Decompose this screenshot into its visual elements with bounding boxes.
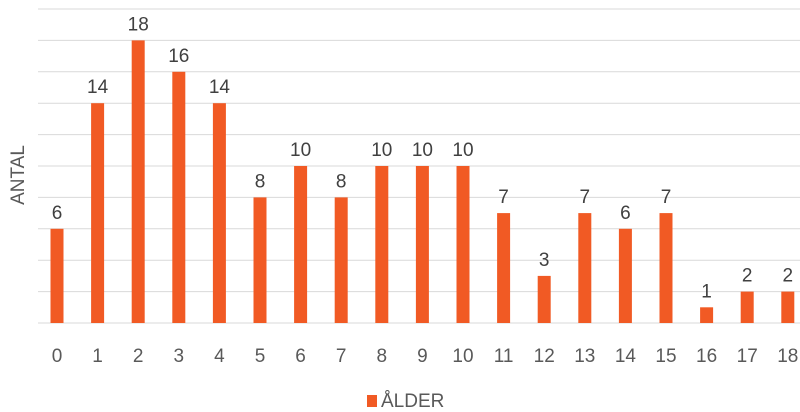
- x-tick-label: 3: [174, 346, 185, 367]
- bar: [375, 166, 389, 323]
- data-label: 8: [255, 171, 266, 192]
- data-label: 2: [742, 266, 753, 287]
- data-label: 6: [620, 203, 631, 224]
- data-label: 7: [498, 187, 509, 208]
- data-label: 16: [168, 46, 189, 67]
- legend-label: ÅLDER: [381, 391, 444, 412]
- bar: [294, 166, 308, 323]
- bar: [415, 166, 429, 323]
- y-axis-label: ANTAL: [8, 145, 29, 205]
- bar: [659, 213, 673, 323]
- x-axis-ticks: 0 1 2 3 4 5 6 7 8 9 10 11 12 13 14 15 16 17 18: [52, 346, 799, 367]
- x-tick-label: 4: [214, 346, 225, 367]
- data-label: 14: [209, 77, 231, 98]
- x-tick-label: 13: [574, 346, 595, 367]
- data-label: 10: [371, 140, 392, 161]
- x-tick-label: 6: [295, 346, 306, 367]
- data-label: 2: [783, 266, 794, 287]
- x-tick-label: 1: [92, 346, 103, 367]
- bar: [456, 166, 470, 323]
- x-tick-label: 15: [655, 346, 676, 367]
- bar: [50, 228, 64, 323]
- x-tick-label: 5: [255, 346, 266, 367]
- x-tick-label: 12: [534, 346, 555, 367]
- data-label: 10: [452, 140, 473, 161]
- legend-swatch: [367, 395, 377, 407]
- bar: [253, 197, 267, 323]
- x-tick-label: 11: [494, 346, 514, 367]
- bar: [618, 228, 632, 323]
- bar: [578, 213, 592, 323]
- x-tick-label: 9: [417, 346, 428, 367]
- bar: [497, 213, 511, 323]
- bar: [131, 40, 145, 324]
- data-label: 18: [128, 14, 149, 35]
- data-labels: 6 14 18 16 14 8 10 8 10 10 10 7 3 7 6 7 1 2 2: [52, 14, 793, 302]
- bar: [172, 71, 186, 323]
- bar: [740, 291, 754, 323]
- x-tick-label: 18: [777, 346, 798, 367]
- bar: [91, 103, 105, 323]
- x-tick-label: 8: [377, 346, 388, 367]
- data-label: 14: [87, 77, 109, 98]
- x-tick-label: 17: [737, 346, 758, 367]
- data-label: 6: [52, 203, 63, 224]
- x-tick-label: 14: [615, 346, 637, 367]
- x-tick-label: 0: [52, 346, 63, 367]
- x-tick-label: 2: [133, 346, 144, 367]
- bar: [700, 307, 714, 323]
- data-label: 8: [336, 171, 347, 192]
- bar: [334, 197, 348, 323]
- data-label: 3: [539, 250, 550, 271]
- data-label: 7: [661, 187, 672, 208]
- bar: [537, 275, 551, 323]
- data-label: 10: [412, 140, 433, 161]
- bar: [212, 103, 226, 323]
- x-tick-label: 16: [696, 346, 717, 367]
- bar: [781, 291, 795, 323]
- data-label: 10: [290, 140, 311, 161]
- legend: ÅLDER: [367, 391, 444, 412]
- x-tick-label: 10: [452, 346, 473, 367]
- data-label: 1: [701, 281, 712, 302]
- x-tick-label: 7: [336, 346, 347, 367]
- bars: [50, 40, 795, 324]
- data-label: 7: [580, 187, 591, 208]
